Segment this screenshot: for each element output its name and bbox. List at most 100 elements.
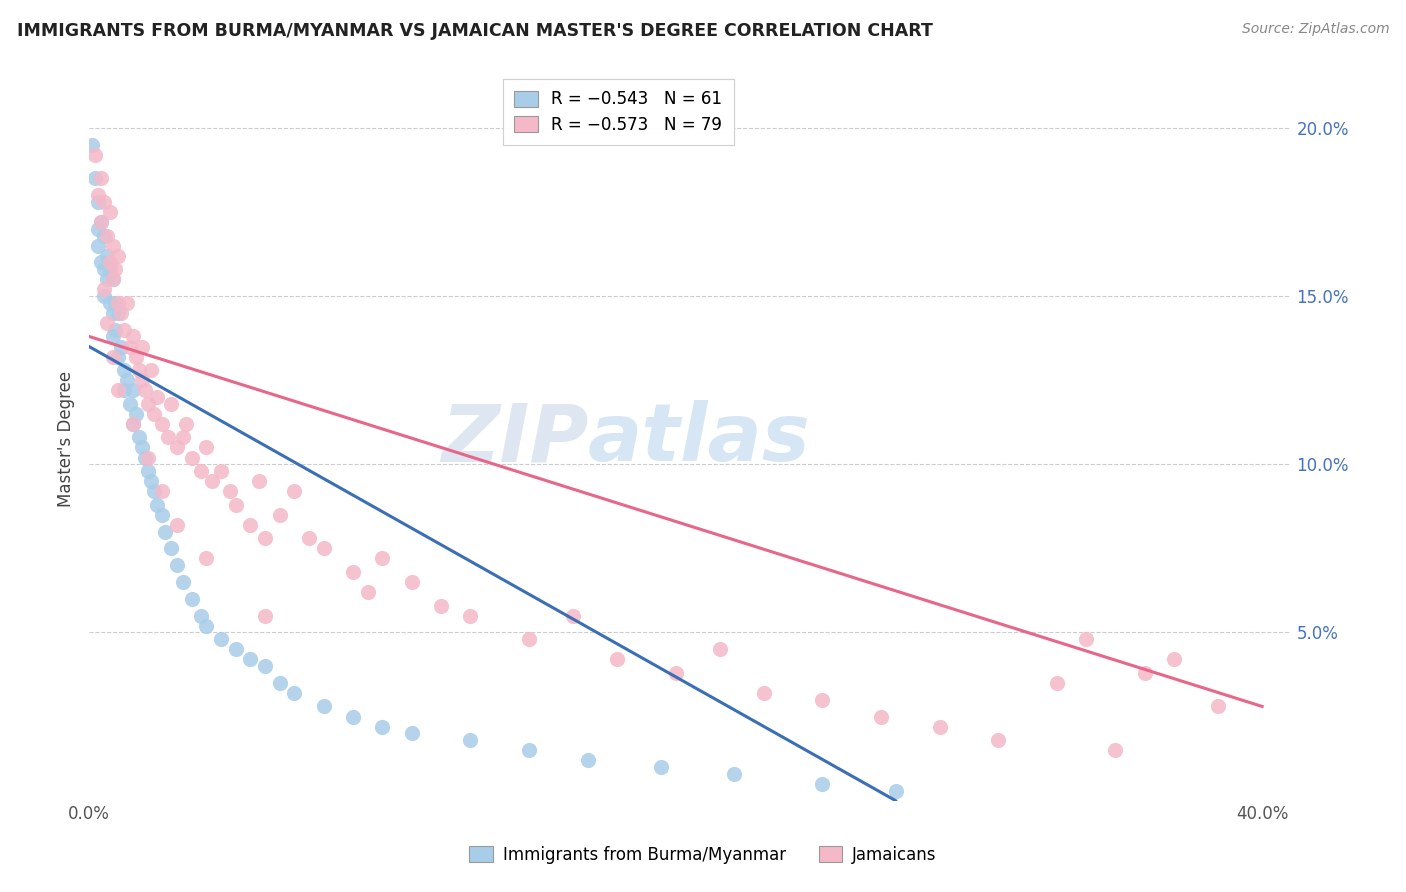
Point: [101, 238, 124, 252]
Point: [1133, 665, 1156, 680]
Point: [1076, 632, 1098, 647]
Point: [269, 676, 291, 690]
Point: [93, 282, 115, 296]
Point: [122, 417, 145, 431]
Point: [96, 249, 118, 263]
Point: [98, 295, 121, 310]
Point: [115, 373, 138, 387]
Point: [84, 171, 107, 186]
Point: [104, 323, 127, 337]
Point: [93, 194, 115, 209]
Point: [96, 228, 118, 243]
Point: [96, 272, 118, 286]
Point: [112, 323, 135, 337]
Point: [101, 350, 124, 364]
Point: [172, 430, 194, 444]
Point: [142, 407, 165, 421]
Point: [371, 720, 394, 734]
Point: [160, 397, 183, 411]
Point: [155, 524, 177, 539]
Point: [112, 363, 135, 377]
Point: [312, 699, 335, 714]
Point: [125, 407, 148, 421]
Point: [190, 608, 212, 623]
Point: [98, 255, 121, 269]
Point: [145, 390, 167, 404]
Point: [90, 255, 112, 269]
Point: [150, 484, 173, 499]
Point: [122, 384, 145, 398]
Point: [1163, 652, 1185, 666]
Point: [190, 464, 212, 478]
Point: [120, 339, 142, 353]
Point: [125, 350, 148, 364]
Point: [870, 709, 893, 723]
Point: [122, 329, 145, 343]
Text: ZIP: ZIP: [440, 400, 588, 478]
Point: [342, 709, 364, 723]
Y-axis label: Master's Degree: Master's Degree: [58, 371, 75, 507]
Point: [312, 541, 335, 556]
Point: [136, 450, 159, 465]
Point: [101, 329, 124, 343]
Point: [209, 632, 232, 647]
Point: [401, 574, 423, 589]
Point: [174, 417, 197, 431]
Point: [166, 517, 188, 532]
Point: [98, 205, 121, 219]
Point: [84, 148, 107, 162]
Point: [298, 531, 321, 545]
Point: [101, 272, 124, 286]
Point: [145, 498, 167, 512]
Point: [131, 441, 153, 455]
Point: [107, 350, 129, 364]
Text: Source: ZipAtlas.com: Source: ZipAtlas.com: [1241, 22, 1389, 37]
Point: [101, 272, 124, 286]
Point: [142, 484, 165, 499]
Point: [110, 339, 132, 353]
Point: [150, 508, 173, 522]
Point: [136, 464, 159, 478]
Point: [460, 733, 482, 747]
Point: [884, 783, 907, 797]
Point: [101, 306, 124, 320]
Point: [650, 760, 672, 774]
Point: [93, 228, 115, 243]
Point: [166, 558, 188, 573]
Point: [401, 726, 423, 740]
Point: [709, 642, 731, 657]
Point: [517, 632, 540, 647]
Point: [811, 692, 834, 706]
Text: atlas: atlas: [588, 400, 811, 478]
Point: [90, 215, 112, 229]
Point: [723, 766, 745, 780]
Point: [90, 171, 112, 186]
Point: [80, 137, 103, 152]
Point: [752, 686, 775, 700]
Point: [1046, 676, 1069, 690]
Point: [195, 618, 218, 632]
Text: IMMIGRANTS FROM BURMA/MYANMAR VS JAMAICAN MASTER'S DEGREE CORRELATION CHART: IMMIGRANTS FROM BURMA/MYANMAR VS JAMAICA…: [17, 22, 932, 40]
Point: [115, 295, 138, 310]
Point: [357, 585, 380, 599]
Point: [225, 498, 247, 512]
Point: [98, 262, 121, 277]
Point: [128, 363, 150, 377]
Point: [139, 363, 162, 377]
Point: [160, 541, 183, 556]
Point: [112, 384, 135, 398]
Point: [122, 417, 145, 431]
Point: [269, 508, 291, 522]
Point: [239, 652, 262, 666]
Point: [180, 450, 202, 465]
Point: [195, 441, 218, 455]
Point: [107, 249, 129, 263]
Point: [1104, 743, 1126, 757]
Point: [195, 551, 218, 566]
Point: [107, 306, 129, 320]
Point: [87, 238, 110, 252]
Point: [253, 659, 276, 673]
Point: [180, 591, 202, 606]
Point: [576, 753, 599, 767]
Point: [460, 608, 482, 623]
